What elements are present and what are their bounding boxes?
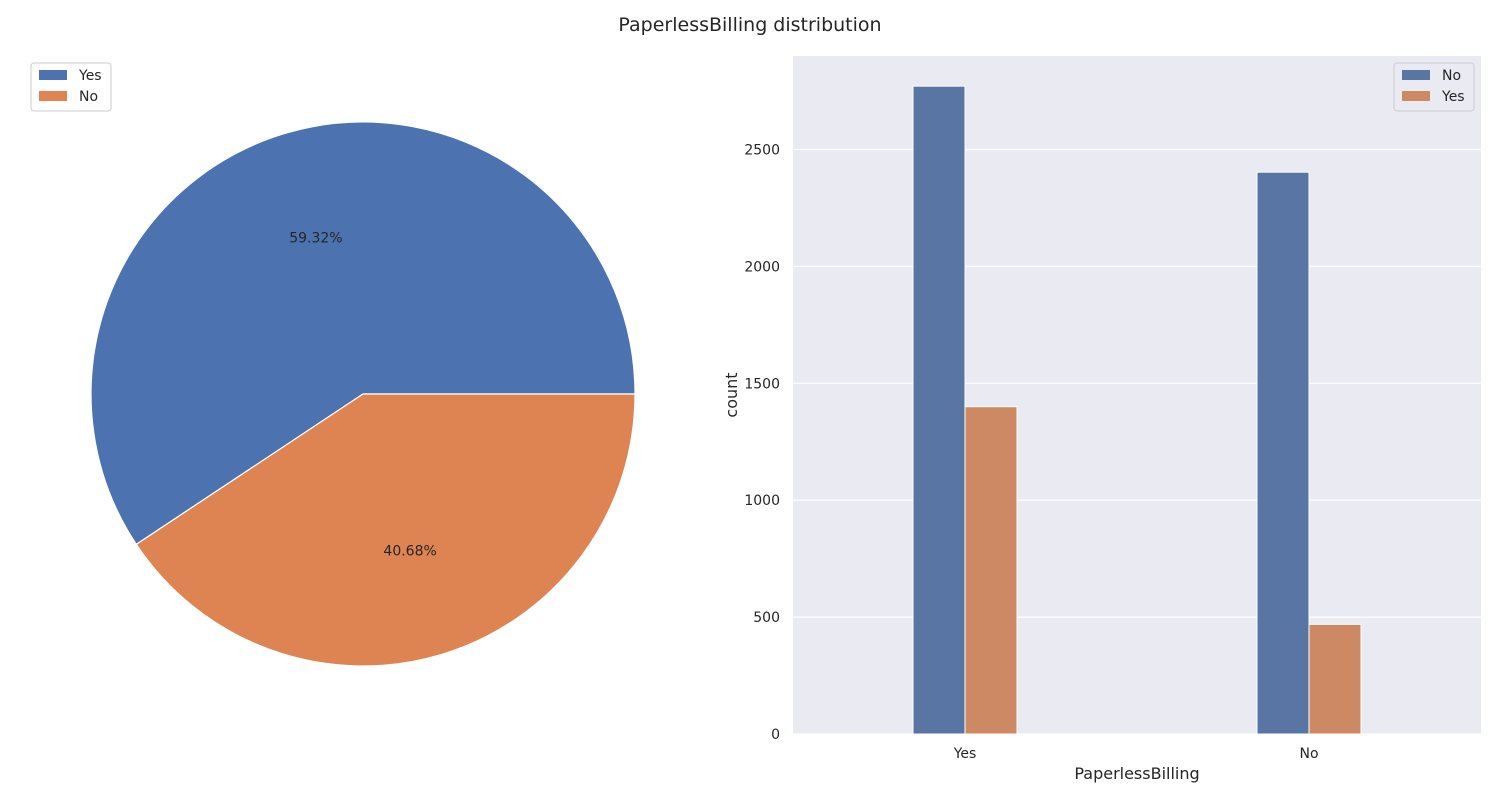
x-axis-label: PaperlessBilling [1074,764,1199,783]
pie-pct-label: 59.32% [289,231,342,247]
y-tick-label: 1000 [744,493,780,509]
pie-legend-swatch [39,91,67,101]
bar-legend-label: No [1442,68,1461,84]
bar-gridlines [793,148,1481,735]
bar-yes-yes [964,406,1018,735]
bar-plot-area [793,56,1481,734]
bar-yes-no [912,85,966,735]
y-axis-label: count [722,372,741,417]
bar-legend-swatch [1402,70,1430,80]
pie-slice-no [135,393,636,667]
pie-legend: Yes No [30,62,112,112]
bar-marks [912,85,1362,735]
bar-legend-label: Yes [1441,89,1465,105]
bar-chart: 0 500 1000 1500 2000 2500 Yes No PaperlessBill… [722,56,1481,783]
bar-legend: No Yes [1393,62,1475,112]
pie-slice-yes [90,121,636,546]
y-tick-label: 1500 [744,376,780,392]
bar-no-no [1256,171,1310,735]
x-tick-label: No [1299,746,1318,762]
y-tick-label: 2000 [744,259,780,275]
figure-title: PaperlessBilling distribution [618,14,881,36]
y-tick-label: 0 [771,727,780,743]
pie-chart: 59.32% 40.68% [90,121,636,667]
pie-legend-label: No [79,89,98,105]
x-tick-labels: Yes No [953,746,1319,762]
pie-legend-label: Yes [78,68,102,84]
y-tick-label: 500 [753,610,780,626]
pie-legend-swatch [39,70,67,80]
bar-legend-swatch [1402,91,1430,101]
bar-no-yes [1308,623,1362,735]
y-tick-label: 2500 [744,143,780,159]
x-tick-label: Yes [953,746,977,762]
y-tick-labels: 0 500 1000 1500 2000 2500 [744,143,780,743]
pie-pct-label: 40.68% [383,543,436,559]
